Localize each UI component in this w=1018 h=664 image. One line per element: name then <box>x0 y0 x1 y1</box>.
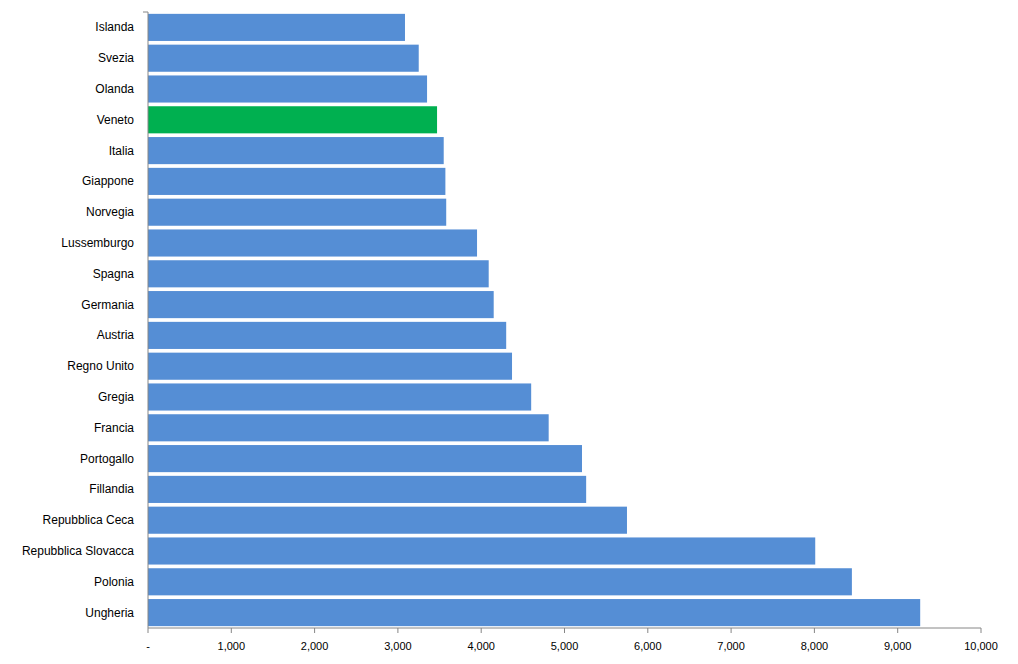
bar <box>148 322 506 349</box>
chart-container: Islanda Svezia Olanda Veneto Italia Giappone N… <box>0 0 1018 664</box>
y-axis-tick <box>143 12 148 13</box>
bar <box>148 599 920 626</box>
x-tick-label: 5,000 <box>551 640 579 652</box>
chart-svg: Islanda Svezia Olanda Veneto Italia Giappone N… <box>0 0 1018 664</box>
bar <box>148 106 437 133</box>
x-tick <box>148 628 149 633</box>
bars <box>148 14 920 626</box>
x-tick <box>731 628 732 633</box>
x-tick <box>231 628 232 633</box>
bar <box>148 168 445 195</box>
bar <box>148 537 815 564</box>
category-label: Norvegia <box>86 205 134 219</box>
bar <box>148 476 586 503</box>
category-label: Gregia <box>98 390 134 404</box>
x-tick <box>481 628 482 633</box>
x-tick-label: 10,000 <box>964 640 998 652</box>
bar <box>148 45 419 72</box>
category-label: Veneto <box>97 113 135 127</box>
category-label: Austria <box>97 328 135 342</box>
bar <box>148 291 494 318</box>
category-label: Germania <box>81 298 134 312</box>
y-axis-line <box>148 12 149 628</box>
x-tick-label: 7,000 <box>717 640 745 652</box>
x-tick-label: 1,000 <box>218 640 246 652</box>
bar <box>148 14 405 41</box>
category-label: Spagna <box>93 267 135 281</box>
bar <box>148 353 512 380</box>
bar <box>148 568 852 595</box>
x-tick-label: 3,000 <box>384 640 412 652</box>
category-label: Fillandia <box>89 482 134 496</box>
category-label: Francia <box>94 421 134 435</box>
x-tick <box>897 628 898 633</box>
bar <box>148 507 627 534</box>
category-label: Ungheria <box>85 606 134 620</box>
category-label: Svezia <box>98 51 134 65</box>
category-label: Olanda <box>95 82 134 96</box>
category-labels: Islanda Svezia Olanda Veneto Italia Giappone N… <box>22 20 134 619</box>
category-label: Portogallo <box>80 452 134 466</box>
bar <box>148 199 446 226</box>
axes: - 1,000 2,000 3,000 4,000 5,000 6,000 7,000 8,00… <box>143 12 998 652</box>
category-label: Regno Unito <box>67 359 134 373</box>
x-tick <box>647 628 648 633</box>
bar <box>148 383 531 410</box>
x-tick <box>981 628 982 633</box>
category-label: Polonia <box>94 575 134 589</box>
x-tick-label: 6,000 <box>634 640 662 652</box>
x-tick-label: 4,000 <box>467 640 495 652</box>
bar <box>148 414 549 441</box>
category-label: Islanda <box>95 20 134 34</box>
category-label: Italia <box>109 144 135 158</box>
category-label: Repubblica Slovacca <box>22 544 134 558</box>
bar <box>148 75 427 102</box>
x-tick <box>314 628 315 633</box>
bar <box>148 260 489 287</box>
bar <box>148 445 582 472</box>
x-tick <box>564 628 565 633</box>
category-label: Giappone <box>82 174 134 188</box>
bar <box>148 229 477 256</box>
x-tick-label: - <box>146 640 150 652</box>
x-tick-label: 8,000 <box>801 640 829 652</box>
x-tick <box>814 628 815 633</box>
x-tick <box>397 628 398 633</box>
x-tick-label: 2,000 <box>301 640 329 652</box>
category-label: Lussemburgo <box>61 236 134 250</box>
category-label: Repubblica Ceca <box>43 513 135 527</box>
bar <box>148 137 444 164</box>
x-tick-label: 9,000 <box>884 640 912 652</box>
